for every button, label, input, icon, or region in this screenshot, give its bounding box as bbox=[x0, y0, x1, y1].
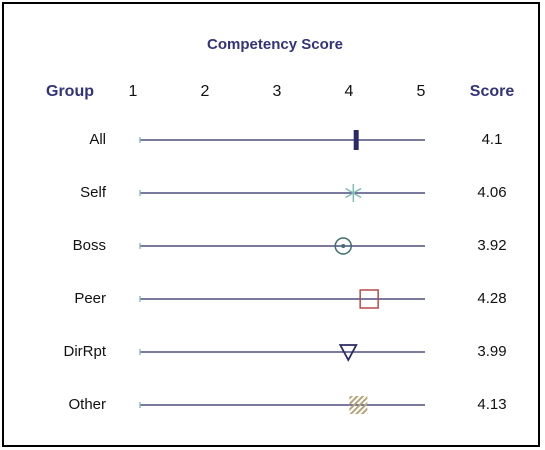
category-header: Group bbox=[46, 83, 94, 100]
score-label: 4.06 bbox=[477, 184, 506, 201]
marker-triangle bbox=[338, 344, 358, 362]
frame bbox=[2, 2, 540, 447]
x-tick-label: 5 bbox=[417, 83, 426, 100]
x-tick-label: 2 bbox=[201, 83, 210, 100]
category-label: Self bbox=[80, 184, 107, 201]
category-label: All bbox=[89, 131, 106, 148]
category-label: DirRpt bbox=[63, 343, 106, 360]
category-label: Peer bbox=[74, 290, 106, 307]
category-label: Other bbox=[68, 396, 106, 413]
score-label: 4.28 bbox=[477, 290, 506, 307]
marker-ring bbox=[334, 237, 352, 255]
score-label: 4.1 bbox=[482, 131, 503, 148]
marker-dot bbox=[341, 244, 346, 248]
marker bbox=[353, 130, 359, 150]
category-label: Boss bbox=[73, 237, 106, 254]
marker bbox=[338, 344, 358, 362]
marker bbox=[349, 396, 368, 414]
marker-stroke bbox=[345, 187, 362, 199]
marker bbox=[345, 184, 362, 202]
score-label: 3.99 bbox=[477, 343, 506, 360]
chart-title: Competency Score bbox=[207, 36, 343, 53]
x-tick-label: 1 bbox=[129, 83, 138, 100]
marker-square bbox=[359, 289, 379, 309]
marker bbox=[334, 237, 352, 255]
score-label: 4.13 bbox=[477, 396, 506, 413]
score-label: 3.92 bbox=[477, 237, 506, 254]
marker bbox=[359, 289, 379, 309]
x-tick-label: 3 bbox=[273, 83, 282, 100]
value-header: Score bbox=[470, 83, 515, 100]
x-tick-label: 4 bbox=[345, 83, 354, 100]
marker-hatch bbox=[349, 396, 368, 414]
marker-bar bbox=[353, 130, 359, 150]
